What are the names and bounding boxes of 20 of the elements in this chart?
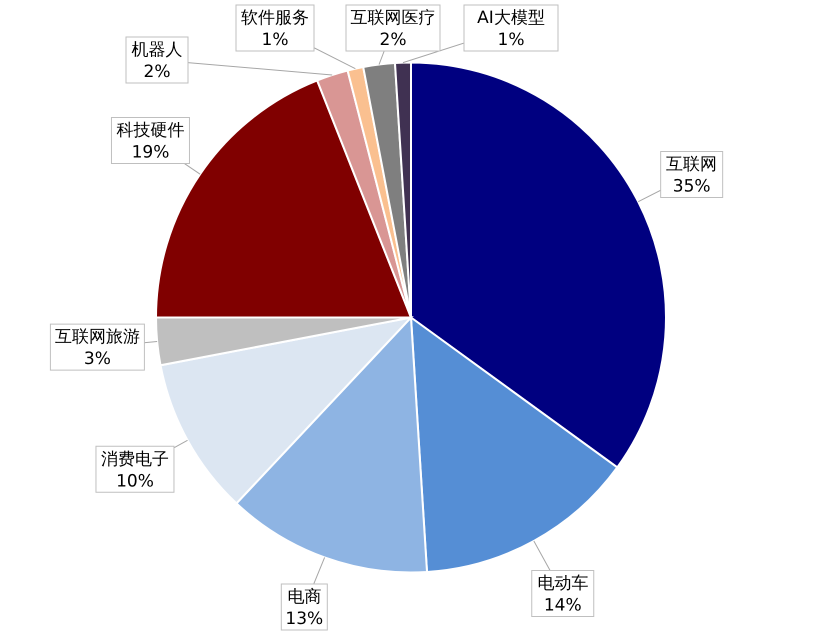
data-label: 1% xyxy=(262,30,288,50)
slice-label: 电动车 xyxy=(537,574,588,594)
data-label: 2% xyxy=(380,30,406,50)
data-label: 2% xyxy=(144,62,170,82)
slice-label: 互联网旅游 xyxy=(54,327,140,348)
slice-label: 机器人 xyxy=(132,40,182,60)
data-label: 19% xyxy=(132,142,170,162)
slice-label: 消费电子 xyxy=(100,449,169,470)
data-label: 35% xyxy=(672,176,711,196)
data-label: 14% xyxy=(544,596,582,616)
slice-label: AI大模型 xyxy=(477,8,545,28)
slice-label: 科技硬件 xyxy=(116,120,184,140)
data-label: 3% xyxy=(84,349,111,370)
data-label: 10% xyxy=(116,471,154,492)
data-label: 13% xyxy=(285,609,324,629)
slice-label: 互联网 xyxy=(666,154,718,174)
slice-label: 电商 xyxy=(287,587,322,607)
data-label: 1% xyxy=(498,30,524,50)
slice-label: 软件服务 xyxy=(241,8,309,28)
slice-label: 互联网医疗 xyxy=(350,8,436,28)
